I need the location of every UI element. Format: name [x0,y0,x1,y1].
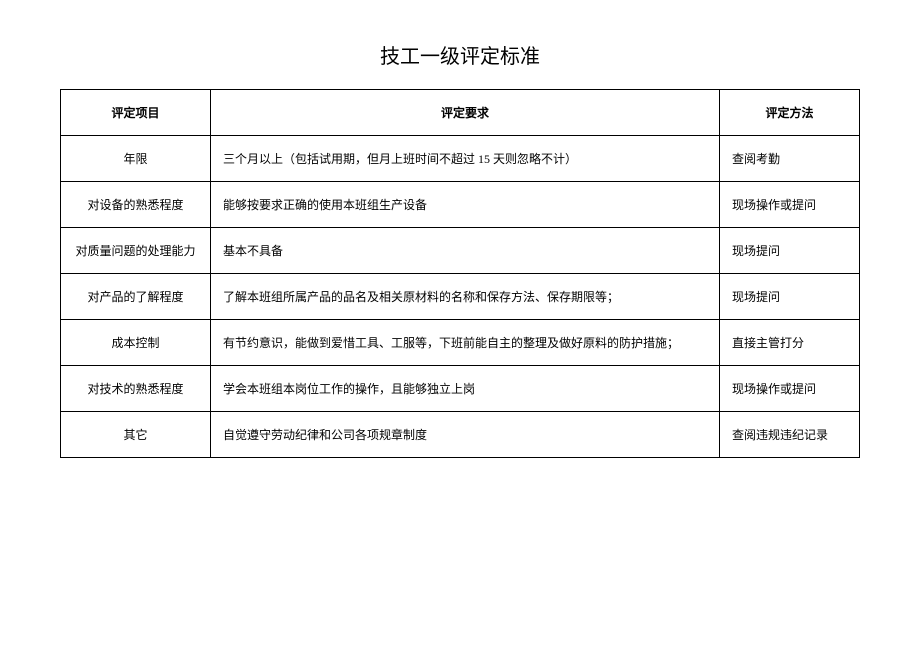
table-header-row: 评定项目 评定要求 评定方法 [61,90,860,136]
cell-item: 其它 [61,412,211,458]
cell-requirement: 了解本班组所属产品的品名及相关原材料的名称和保存方法、保存期限等； [211,274,720,320]
table-row: 对技术的熟悉程度 学会本班组本岗位工作的操作，且能够独立上岗 现场操作或提问 [61,366,860,412]
cell-requirement: 自觉遵守劳动纪律和公司各项规章制度 [211,412,720,458]
cell-requirement: 三个月以上（包括试用期，但月上班时间不超过 15 天则忽略不计） [211,136,720,182]
cell-method: 现场提问 [720,228,860,274]
cell-method: 现场操作或提问 [720,182,860,228]
header-requirement: 评定要求 [211,90,720,136]
table-row: 对产品的了解程度 了解本班组所属产品的品名及相关原材料的名称和保存方法、保存期限… [61,274,860,320]
cell-method: 查阅违规违纪记录 [720,412,860,458]
table-row: 其它 自觉遵守劳动纪律和公司各项规章制度 查阅违规违纪记录 [61,412,860,458]
document-title: 技工一级评定标准 [60,40,860,69]
evaluation-table: 评定项目 评定要求 评定方法 年限 三个月以上（包括试用期，但月上班时间不超过 … [60,89,860,458]
cell-requirement: 基本不具备 [211,228,720,274]
cell-requirement: 学会本班组本岗位工作的操作，且能够独立上岗 [211,366,720,412]
cell-method: 现场提问 [720,274,860,320]
cell-item: 对产品的了解程度 [61,274,211,320]
cell-method: 现场操作或提问 [720,366,860,412]
header-item: 评定项目 [61,90,211,136]
cell-item: 年限 [61,136,211,182]
cell-item: 对质量问题的处理能力 [61,228,211,274]
table-row: 成本控制 有节约意识，能做到爱惜工具、工服等，下班前能自主的整理及做好原料的防护… [61,320,860,366]
cell-item: 对技术的熟悉程度 [61,366,211,412]
cell-method: 直接主管打分 [720,320,860,366]
cell-item: 对设备的熟悉程度 [61,182,211,228]
cell-requirement: 能够按要求正确的使用本班组生产设备 [211,182,720,228]
table-row: 对设备的熟悉程度 能够按要求正确的使用本班组生产设备 现场操作或提问 [61,182,860,228]
table-row: 年限 三个月以上（包括试用期，但月上班时间不超过 15 天则忽略不计） 查阅考勤 [61,136,860,182]
table-row: 对质量问题的处理能力 基本不具备 现场提问 [61,228,860,274]
cell-item: 成本控制 [61,320,211,366]
cell-method: 查阅考勤 [720,136,860,182]
header-method: 评定方法 [720,90,860,136]
cell-requirement: 有节约意识，能做到爱惜工具、工服等，下班前能自主的整理及做好原料的防护措施； [211,320,720,366]
